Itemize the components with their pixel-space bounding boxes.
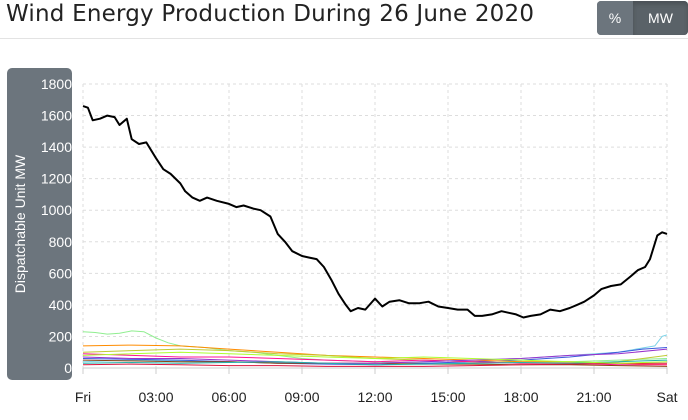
y-tick-label: 1000 [41,202,72,218]
x-tick-label: 03:00 [138,389,173,405]
mw-toggle-button[interactable]: MW [633,1,688,35]
y-tick-label: 1600 [41,108,72,124]
y-tick-label: 400 [49,297,73,313]
series-line-9 [82,359,668,366]
series-line-11 [82,351,668,364]
y-tick-label: 800 [49,234,73,250]
y-tick-label: 0 [64,360,72,376]
x-tick-label: 15:00 [430,389,465,405]
x-tick-label: 18:00 [503,389,538,405]
panel-divider [0,38,688,39]
x-tick-label: Fri [75,389,91,405]
series-line-10 [82,362,667,367]
percent-toggle-button[interactable]: % [597,1,633,35]
series-line-8 [82,348,668,364]
x-tick-label: 12:00 [357,389,392,405]
y-tick-label: 1800 [41,76,72,92]
y-tick-label: 600 [49,265,73,281]
y-tick-label: 1400 [41,139,72,155]
x-tick-label: 09:00 [284,389,319,405]
x-tick-label: 21:00 [576,389,611,405]
unit-toggle: % MW [597,1,688,35]
main-series-line [82,105,668,319]
y-axis-band [7,68,72,380]
y-axis-label: Dispatchable Unit MW [12,154,28,293]
page-title: Wind Energy Production During 26 June 20… [6,1,535,27]
x-tick-label: Sat [656,389,677,405]
y-tick-label: 1200 [41,171,72,187]
y-tick-label: 200 [49,328,73,344]
x-tick-label: 06:00 [211,389,246,405]
